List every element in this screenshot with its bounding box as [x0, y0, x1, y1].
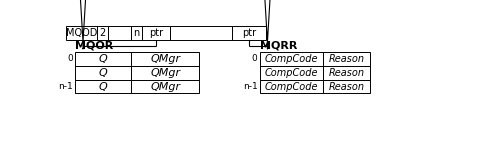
Text: CompCode: CompCode [265, 82, 318, 92]
Bar [108, 26, 131, 40]
Text: CompCode: CompCode [265, 54, 318, 64]
Text: QMgr: QMgr [150, 68, 180, 78]
Text: MQOD: MQOD [66, 28, 97, 38]
Bar [97, 26, 108, 40]
Bar [323, 80, 370, 93]
Bar [170, 26, 232, 40]
Text: 2: 2 [99, 28, 106, 38]
Bar [260, 80, 323, 93]
Bar [131, 66, 199, 80]
Bar [75, 52, 131, 66]
Text: 0: 0 [251, 54, 257, 63]
Text: QMgr: QMgr [150, 54, 180, 64]
Bar [323, 52, 370, 66]
Bar [260, 66, 323, 80]
Bar [131, 52, 199, 66]
Text: QMgr: QMgr [150, 82, 180, 92]
Text: n-1: n-1 [58, 82, 73, 91]
Bar [323, 66, 370, 80]
Text: Reason: Reason [328, 68, 365, 78]
Bar [66, 26, 97, 40]
Bar [75, 66, 131, 80]
Bar [131, 80, 199, 93]
Bar [260, 52, 323, 66]
Text: CompCode: CompCode [265, 68, 318, 78]
Bar [131, 26, 142, 40]
Text: ptr: ptr [149, 28, 163, 38]
Text: Q: Q [99, 82, 108, 92]
Bar [232, 26, 266, 40]
Text: MQRR: MQRR [260, 40, 297, 50]
Text: n: n [133, 28, 140, 38]
Text: Q: Q [99, 68, 108, 78]
Text: 0: 0 [67, 54, 73, 63]
Text: MQOR: MQOR [75, 40, 113, 50]
Text: n-1: n-1 [243, 82, 257, 91]
Bar [142, 26, 170, 40]
Text: ptr: ptr [242, 28, 256, 38]
Text: Q: Q [99, 54, 108, 64]
Text: Reason: Reason [328, 54, 365, 64]
Bar [75, 80, 131, 93]
Text: Reason: Reason [328, 82, 365, 92]
